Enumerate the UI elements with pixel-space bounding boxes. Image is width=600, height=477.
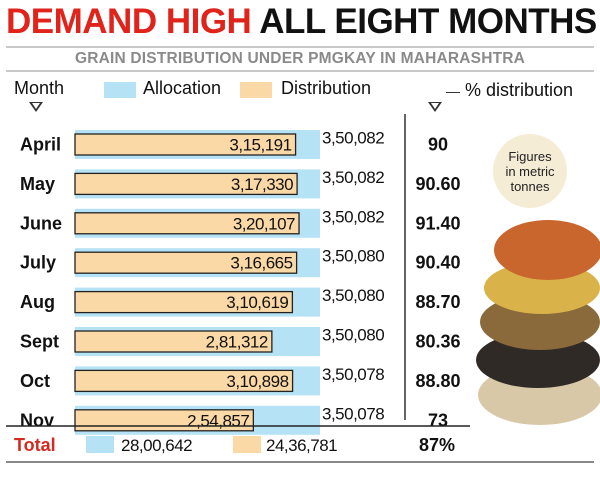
- month-arrow-icon: [29, 102, 43, 112]
- month-header: Month: [14, 78, 65, 98]
- totals-label: Total: [14, 435, 56, 455]
- month-label: May: [20, 174, 55, 194]
- units-note: Figures in metric tonnes: [493, 134, 567, 208]
- totals-distribution-swatch: [233, 436, 261, 453]
- distribution-value-label: 3,17,330: [231, 175, 293, 194]
- month-label: July: [20, 253, 56, 273]
- distribution-bar: [74, 330, 273, 353]
- month-label: Sept: [20, 332, 59, 352]
- distribution-value-label: 3,10,619: [226, 293, 288, 312]
- totals-distribution-value: 24,36,781: [266, 436, 337, 455]
- allocation-legend-label: Allocation: [143, 78, 222, 98]
- percent-value-label: 90.40: [415, 253, 460, 273]
- units-note-line3: tonnes: [510, 178, 550, 194]
- distribution-bar: [74, 133, 297, 156]
- distribution-value-label: 3,15,191: [229, 136, 291, 155]
- allocation-value-label: 3,50,080: [322, 286, 384, 305]
- distribution-value-label: 2,81,312: [206, 333, 268, 352]
- pct-header: % distribution: [465, 80, 574, 100]
- allocation-value-label: 3,50,082: [322, 168, 384, 187]
- month-label: April: [20, 135, 61, 155]
- percent-value-label: 80.36: [415, 332, 460, 352]
- percent-value-label: 90.60: [415, 174, 460, 194]
- title-red: DEMAND HIGH: [6, 2, 252, 41]
- allocation-value-label: 3,50,078: [322, 404, 384, 423]
- distribution-value-label: 3,10,898: [226, 372, 288, 391]
- month-label: June: [20, 213, 62, 233]
- title-black: ALL EIGHT MONTHS: [259, 2, 597, 41]
- chart-subtitle: GRAIN DISTRIBUTION UNDER PMGKAY IN MAHAR…: [6, 46, 594, 72]
- totals-allocation-value: 28,00,642: [121, 436, 192, 455]
- allocation-value-label: 3,50,080: [322, 326, 384, 345]
- distribution-legend-label: Distribution: [281, 78, 372, 98]
- pct-arrow-icon: [428, 102, 442, 112]
- month-label: Aug: [20, 292, 55, 312]
- percent-value-label: 73: [428, 410, 448, 430]
- allocation-value-label: 3,50,078: [322, 365, 384, 384]
- percent-value-label: 88.70: [415, 292, 460, 312]
- units-note-line2: in metric: [505, 163, 555, 179]
- distribution-bar: [74, 290, 294, 314]
- pct-leader-line: [446, 92, 460, 93]
- distribution-bar: [74, 172, 298, 196]
- month-label: Nov: [20, 410, 54, 430]
- allocation-value-label: 3,50,082: [322, 207, 384, 226]
- distribution-value-label: 3,20,107: [233, 214, 295, 233]
- distribution-bar: [74, 251, 298, 274]
- allocation-value-label: 3,50,082: [322, 129, 384, 148]
- month-label: Oct: [20, 371, 50, 391]
- distribution-bar: [74, 369, 294, 393]
- allocation-swatch: [104, 82, 136, 98]
- distribution-value-label: 3,16,665: [230, 254, 292, 273]
- percent-value-label: 91.40: [415, 213, 460, 233]
- grain-bowls-illustration: [476, 220, 600, 425]
- distribution-swatch: [240, 82, 272, 98]
- distribution-value-label: 2,54,857: [187, 411, 249, 430]
- totals-percent-value: 87%: [419, 435, 455, 455]
- allocation-value-label: 3,50,080: [322, 247, 384, 266]
- totals-allocation-swatch: [86, 436, 114, 453]
- percent-value-label: 90: [428, 135, 448, 155]
- percent-value-label: 88.80: [415, 371, 460, 391]
- distribution-bar: [74, 212, 300, 235]
- footer-rule: [6, 461, 594, 463]
- page-title: DEMAND HIGH ALL EIGHT MONTHS: [6, 2, 597, 42]
- units-note-line1: Figures: [508, 148, 552, 164]
